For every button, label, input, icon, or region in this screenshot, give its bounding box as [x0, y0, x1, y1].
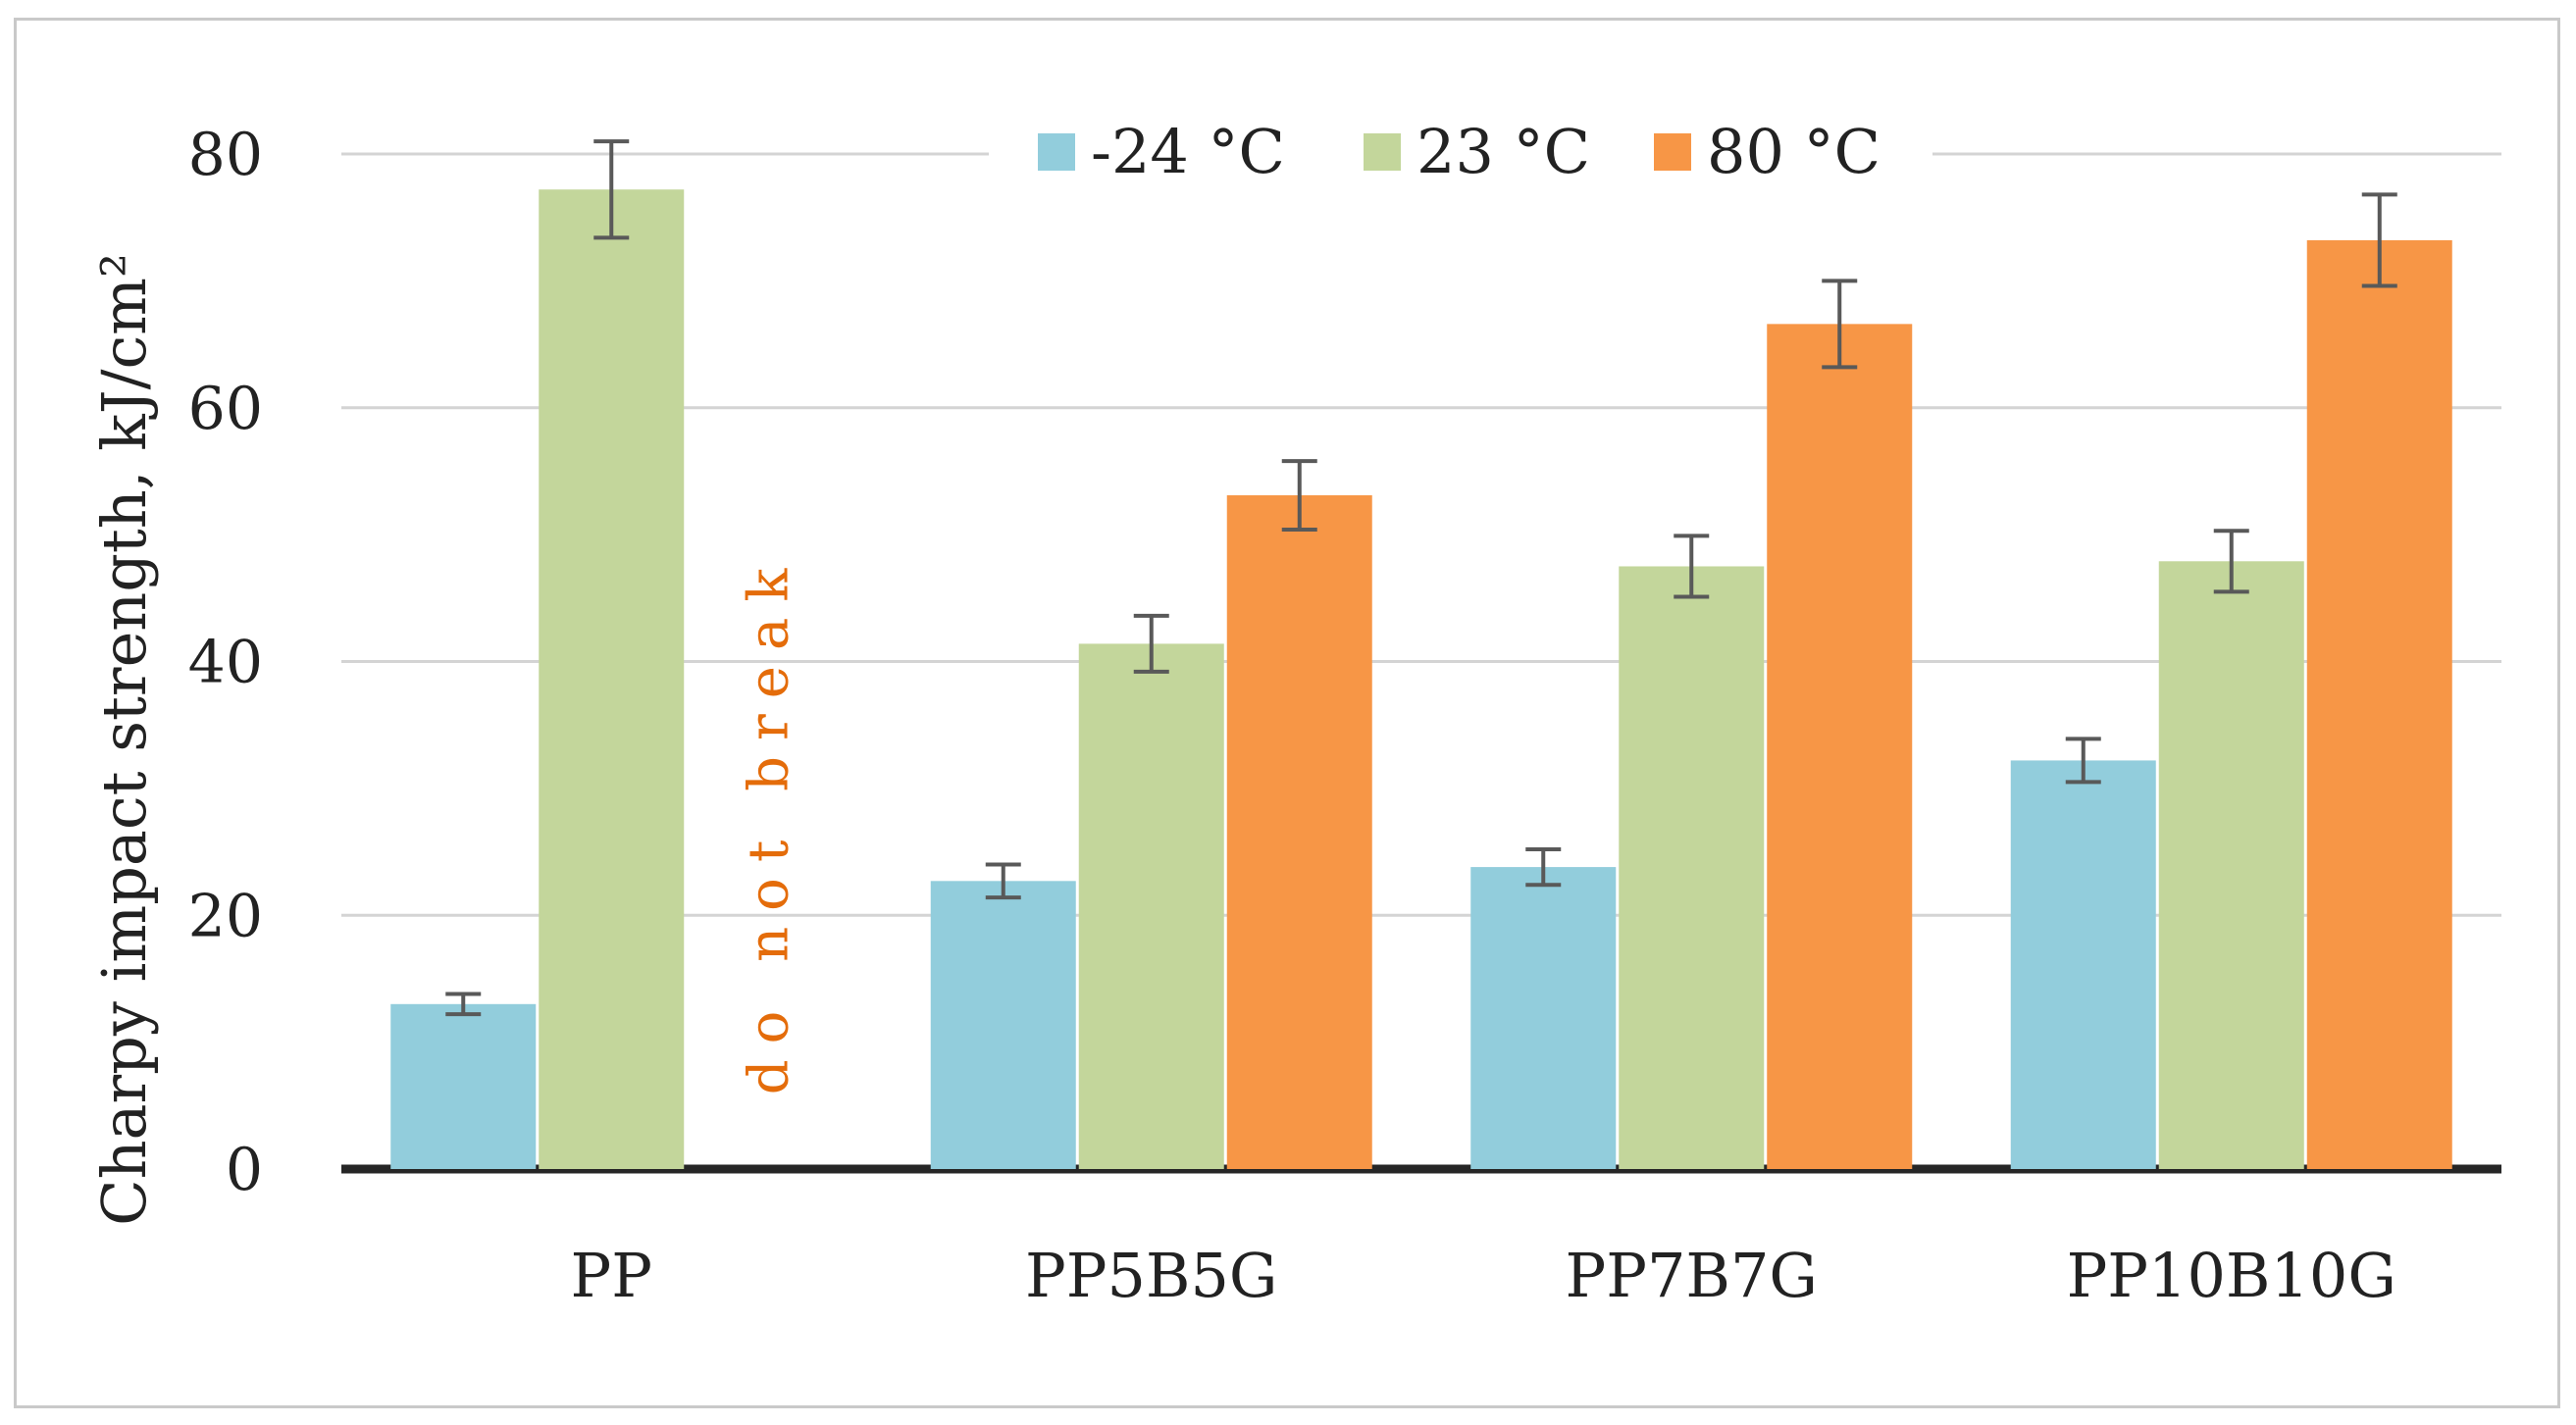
bar [1078, 643, 1224, 1169]
bar [1226, 495, 1372, 1169]
error-bar [2065, 737, 2101, 785]
error-bar [985, 862, 1021, 900]
bar [930, 881, 1076, 1169]
error-bar [1281, 459, 1317, 532]
legend-label: 80 °C [1707, 116, 1880, 187]
legend-swatch [1364, 133, 1401, 171]
error-bar [1822, 279, 1858, 370]
error-bar [1525, 846, 1562, 888]
bars [390, 189, 2452, 1170]
y-tick-label: 20 [188, 882, 263, 950]
bar [2010, 760, 2156, 1169]
bar [1767, 324, 1913, 1169]
error-bars [445, 139, 2397, 1017]
x-category-label: PP10B10G [2067, 1240, 2396, 1311]
legend-item: -24 °C [1038, 116, 1285, 187]
bar [1619, 566, 1765, 1169]
y-axis-title: Charpy impact strength, kJ/cm² [88, 253, 160, 1226]
error-bar [2213, 529, 2249, 594]
legend-label: 23 °C [1417, 116, 1590, 187]
error-bar [2361, 192, 2397, 288]
x-category-label: PP5B5G [1025, 1240, 1277, 1311]
error-bar [1133, 613, 1169, 674]
legend-swatch [1654, 133, 1691, 171]
legend: -24 °C 23 °C 80 °C [989, 103, 1932, 201]
error-bar [593, 139, 630, 240]
x-axis-categories: PP PP5B5G PP7B7G PP10B10G [571, 1240, 2396, 1311]
y-tick-label: 60 [188, 375, 263, 443]
bar [2306, 239, 2452, 1170]
y-tick-label: 80 [188, 121, 263, 189]
legend-label: -24 °C [1091, 116, 1285, 187]
bar [390, 1003, 537, 1169]
legend-background [989, 103, 1932, 201]
bar [539, 189, 685, 1170]
legend-swatch [1038, 133, 1075, 171]
annotation-label: do not break [737, 553, 800, 1095]
x-category-label: PP [571, 1240, 652, 1311]
x-category-label: PP7B7G [1566, 1240, 1818, 1311]
error-bar [1674, 534, 1710, 599]
legend-item: 23 °C [1364, 116, 1590, 187]
y-tick-label: 40 [188, 629, 263, 697]
annotations: do not break [737, 553, 800, 1095]
error-bar [445, 992, 482, 1017]
y-tick-label: 0 [226, 1136, 263, 1204]
y-axis-ticks: 0 20 40 60 80 [188, 121, 263, 1204]
bar [2158, 561, 2304, 1169]
legend-item: 80 °C [1654, 116, 1880, 187]
bar [1470, 867, 1617, 1169]
